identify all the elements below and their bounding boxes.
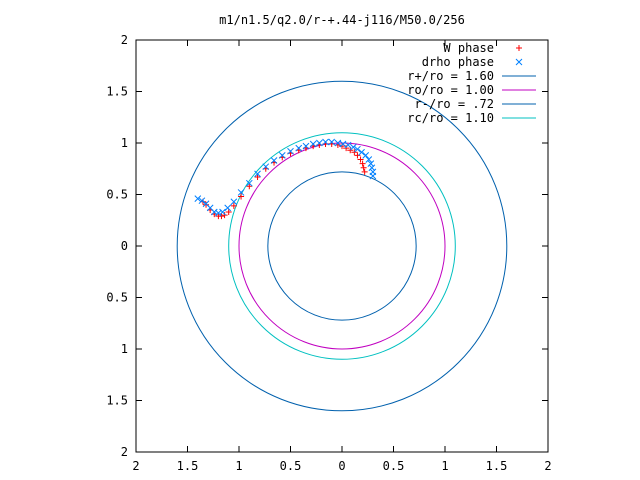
drho-phase-series — [194, 138, 377, 217]
data-points — [194, 138, 377, 220]
data-point — [344, 141, 352, 149]
data-point — [230, 198, 238, 206]
data-point — [254, 173, 261, 180]
data-point — [202, 200, 210, 208]
data-point — [359, 160, 366, 167]
data-point — [270, 157, 278, 164]
y-tick-label: 2 — [121, 33, 128, 47]
y-tick-label: 1.5 — [106, 85, 128, 99]
data-point — [361, 168, 368, 175]
x-tick-label: 0.5 — [383, 459, 405, 473]
data-point — [230, 202, 237, 209]
y-tick-label: 1.5 — [106, 394, 128, 408]
data-point — [302, 142, 310, 150]
data-point — [362, 152, 370, 159]
x-tick-label: 1.5 — [486, 459, 508, 473]
data-point — [224, 204, 232, 212]
data-point — [365, 156, 373, 163]
data-point — [347, 147, 354, 154]
data-point — [245, 179, 253, 187]
circle-series — [267, 171, 417, 321]
data-point — [238, 193, 245, 200]
chart-title: m1/n1.5/q2.0/r-+.44-j116/M50.0/256 — [219, 13, 465, 27]
x-tick-label: 1 — [441, 459, 448, 473]
x-tick-label: 0 — [338, 459, 345, 473]
data-point — [369, 168, 377, 176]
x-tick-label: 2 — [544, 459, 551, 473]
data-point — [322, 138, 329, 146]
y-tick-label: 2 — [121, 445, 128, 459]
data-point — [219, 208, 226, 216]
data-point — [339, 140, 347, 148]
data-point — [354, 152, 361, 159]
data-point — [357, 156, 364, 163]
legend-label: r+/ro = 1.60 — [407, 69, 494, 83]
data-point — [343, 145, 350, 152]
x-tick-label: 1.5 — [177, 459, 199, 473]
y-tick-label: 1 — [121, 342, 128, 356]
data-point — [262, 163, 270, 171]
legend-label: r-/ro = .72 — [415, 97, 494, 111]
data-point — [368, 164, 376, 172]
y-tick-label: 0.5 — [106, 188, 128, 202]
data-point — [221, 212, 228, 219]
data-point — [351, 149, 358, 156]
data-point — [295, 144, 303, 152]
data-point — [237, 189, 245, 196]
y-tick-label: 0.5 — [106, 291, 128, 305]
x-tick-label: 1 — [235, 459, 242, 473]
y-tick-label: 1 — [121, 136, 128, 150]
legend-label: W phase — [443, 41, 494, 55]
data-point — [215, 209, 222, 217]
data-point — [215, 213, 222, 220]
data-point — [358, 148, 365, 156]
circle-series — [176, 80, 508, 412]
data-point — [328, 138, 336, 146]
circle-series — [228, 132, 456, 360]
legend-label: drho phase — [422, 55, 494, 69]
data-point — [246, 183, 253, 190]
y-tick-label: 0 — [121, 239, 128, 253]
data-point — [278, 152, 286, 159]
data-point — [360, 164, 367, 171]
data-point — [287, 147, 294, 155]
data-point — [194, 195, 202, 202]
legend-marker — [516, 45, 522, 51]
axis-ticks: 2 1.5 1 0.5 0 0.5 1 1.5 221.510.500.511.52 — [106, 33, 551, 473]
data-point — [315, 139, 323, 147]
data-point — [339, 143, 345, 150]
data-point — [254, 170, 261, 178]
legend-label: rc/ro = 1.10 — [407, 111, 494, 125]
data-point — [354, 145, 361, 153]
data-point — [367, 160, 375, 167]
data-point — [334, 139, 342, 147]
data-point — [225, 209, 232, 216]
data-point — [309, 140, 317, 148]
x-tick-label: 2 — [132, 459, 139, 473]
legend-label: ro/ro = 1.00 — [407, 83, 494, 97]
legend-marker — [515, 58, 523, 66]
x-tick-label: 0.5 — [280, 459, 302, 473]
data-point — [349, 143, 357, 151]
data-point — [203, 201, 210, 208]
data-point — [198, 197, 206, 205]
